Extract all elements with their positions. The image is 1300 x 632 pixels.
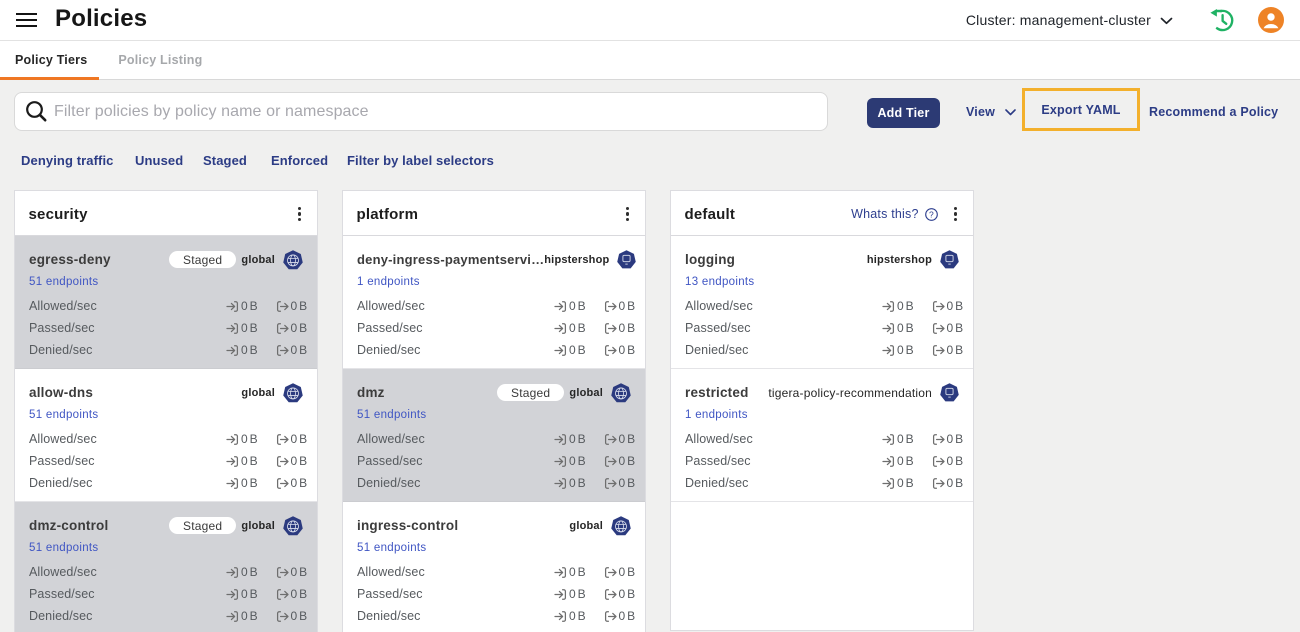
svg-text:?: ? — [929, 209, 934, 219]
